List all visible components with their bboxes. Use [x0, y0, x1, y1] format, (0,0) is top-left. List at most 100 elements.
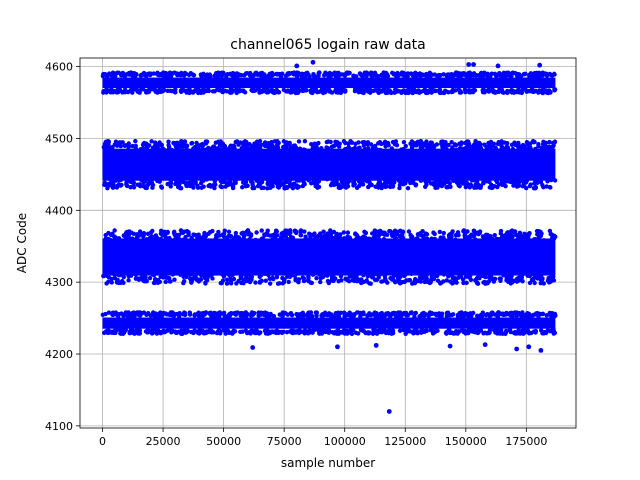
- data-point: [549, 177, 554, 183]
- data-point: [524, 185, 529, 191]
- data-point: [247, 70, 253, 76]
- data-point: [144, 73, 149, 78]
- data-point: [464, 183, 469, 188]
- data-point: [338, 88, 343, 93]
- data-point: [394, 142, 400, 148]
- data-point: [392, 230, 397, 235]
- data-point: [143, 146, 148, 151]
- data-point: [333, 139, 338, 144]
- data-point: [369, 73, 374, 78]
- data-point: [218, 184, 223, 189]
- data-point: [167, 88, 173, 94]
- data-point: [148, 230, 154, 235]
- data-point: [321, 229, 326, 234]
- data-point: [258, 330, 263, 335]
- data-point: [501, 272, 506, 278]
- data-point: [327, 72, 332, 78]
- data-point: [481, 331, 486, 336]
- data-point: [276, 237, 282, 243]
- data-point: [201, 90, 206, 95]
- data-point: [115, 277, 120, 283]
- data-point: [426, 89, 432, 94]
- data-point: [345, 184, 351, 189]
- data-point: [514, 184, 520, 189]
- data-point: [388, 229, 393, 234]
- data-point: [192, 232, 198, 238]
- data-point: [445, 310, 451, 315]
- data-point: [292, 228, 298, 233]
- data-point: [143, 177, 148, 183]
- data-point: [516, 327, 521, 333]
- data-point: [410, 238, 415, 243]
- data-point: [437, 229, 443, 235]
- data-point: [405, 186, 411, 191]
- data-point: [505, 72, 511, 78]
- data-point: [522, 71, 527, 77]
- data-point: [526, 146, 532, 151]
- data-point: [443, 89, 449, 94]
- data-point: [461, 280, 466, 286]
- data-point: [306, 178, 311, 183]
- data-point: [389, 146, 395, 151]
- data-point: [338, 232, 343, 237]
- data-point: [192, 181, 197, 186]
- data-band: [100, 70, 558, 96]
- outlier-point: [514, 346, 520, 352]
- data-point: [183, 234, 188, 240]
- data-point: [159, 184, 164, 190]
- data-point: [301, 179, 306, 184]
- data-point: [266, 272, 271, 278]
- data-point: [302, 229, 307, 234]
- data-point: [123, 143, 129, 148]
- data-point: [492, 89, 497, 94]
- data-point: [162, 238, 167, 243]
- data-point: [101, 145, 107, 150]
- data-point: [312, 141, 317, 146]
- data-point: [260, 236, 265, 241]
- data-point: [157, 279, 163, 285]
- data-point: [417, 314, 422, 319]
- data-point: [346, 145, 352, 151]
- data-point: [202, 274, 208, 280]
- data-point: [136, 233, 142, 238]
- data-point: [552, 86, 557, 92]
- data-point: [349, 140, 355, 145]
- outlier-points: [250, 59, 544, 414]
- data-point: [150, 145, 156, 150]
- data-point: [333, 329, 338, 334]
- data-point: [403, 143, 408, 149]
- data-point: [432, 329, 438, 335]
- data-point: [275, 271, 280, 277]
- data-point: [553, 234, 558, 239]
- data-point: [434, 142, 440, 147]
- data-point: [441, 141, 447, 147]
- data-point: [316, 272, 322, 277]
- data-point: [338, 271, 343, 276]
- data-point: [269, 139, 274, 145]
- data-point: [521, 143, 527, 148]
- data-point: [252, 310, 257, 316]
- data-point: [274, 274, 280, 280]
- data-point: [176, 236, 182, 242]
- data-point: [214, 233, 219, 238]
- data-point: [486, 279, 492, 284]
- data-point: [287, 141, 292, 147]
- data-point: [315, 234, 321, 239]
- data-point: [413, 182, 419, 187]
- data-point: [320, 272, 325, 278]
- data-point: [412, 71, 418, 77]
- data-point: [527, 331, 532, 336]
- data-point: [252, 141, 257, 146]
- data-point: [329, 277, 335, 283]
- data-point: [278, 73, 283, 78]
- data-point: [150, 185, 155, 190]
- data-point: [285, 312, 290, 317]
- data-point: [166, 139, 171, 144]
- data-point: [494, 236, 499, 242]
- data-point: [309, 141, 314, 147]
- data-point: [512, 229, 518, 234]
- data-point: [268, 233, 273, 238]
- data-point: [487, 185, 492, 190]
- data-point: [397, 328, 403, 333]
- data-point: [362, 229, 367, 234]
